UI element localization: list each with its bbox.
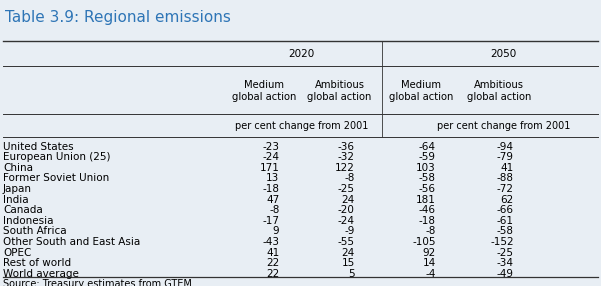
Text: Table 3.9: Regional emissions: Table 3.9: Regional emissions [5, 10, 231, 25]
Text: Ambitious
global action: Ambitious global action [466, 80, 531, 102]
Text: -55: -55 [338, 237, 355, 247]
Text: Medium
global action: Medium global action [232, 80, 297, 102]
Text: 13: 13 [266, 174, 279, 184]
Text: -25: -25 [497, 248, 514, 258]
Text: Ambitious
global action: Ambitious global action [307, 80, 372, 102]
Text: Medium
global action: Medium global action [388, 80, 453, 102]
Text: Other South and East Asia: Other South and East Asia [3, 237, 140, 247]
Text: -61: -61 [497, 216, 514, 226]
Text: per cent change from 2001: per cent change from 2001 [235, 121, 368, 131]
Text: Indonesia: Indonesia [3, 216, 53, 226]
Text: 92: 92 [423, 248, 436, 258]
Text: India: India [3, 195, 29, 205]
Text: 22: 22 [266, 258, 279, 268]
Text: Former Soviet Union: Former Soviet Union [3, 174, 109, 184]
Text: Japan: Japan [3, 184, 32, 194]
Text: -43: -43 [263, 237, 279, 247]
Text: 171: 171 [260, 163, 279, 173]
Text: -56: -56 [419, 184, 436, 194]
Text: Source: Treasury estimates from GTEM.: Source: Treasury estimates from GTEM. [3, 279, 195, 286]
Text: 2050: 2050 [490, 49, 517, 59]
Text: 122: 122 [335, 163, 355, 173]
Text: OPEC: OPEC [3, 248, 31, 258]
Text: European Union (25): European Union (25) [3, 152, 111, 162]
Text: -152: -152 [490, 237, 514, 247]
Text: -36: -36 [338, 142, 355, 152]
Text: South Africa: South Africa [3, 227, 67, 237]
Text: -24: -24 [338, 216, 355, 226]
Text: -88: -88 [497, 174, 514, 184]
Text: 62: 62 [501, 195, 514, 205]
Text: 5: 5 [348, 269, 355, 279]
Text: -49: -49 [497, 269, 514, 279]
Text: -34: -34 [497, 258, 514, 268]
Text: -17: -17 [263, 216, 279, 226]
Text: -59: -59 [419, 152, 436, 162]
Text: United States: United States [3, 142, 74, 152]
Text: Rest of world: Rest of world [3, 258, 71, 268]
Text: -105: -105 [412, 237, 436, 247]
Text: -9: -9 [344, 227, 355, 237]
Text: -32: -32 [338, 152, 355, 162]
Text: per cent change from 2001: per cent change from 2001 [437, 121, 570, 131]
Text: 181: 181 [416, 195, 436, 205]
Text: 41: 41 [501, 163, 514, 173]
Text: 22: 22 [266, 269, 279, 279]
Text: -8: -8 [426, 227, 436, 237]
Text: Canada: Canada [3, 205, 43, 215]
Text: 14: 14 [423, 258, 436, 268]
Text: 47: 47 [266, 195, 279, 205]
Text: -25: -25 [338, 184, 355, 194]
Text: -72: -72 [497, 184, 514, 194]
Text: -20: -20 [338, 205, 355, 215]
Text: 103: 103 [416, 163, 436, 173]
Text: 2020: 2020 [288, 49, 315, 59]
Text: -79: -79 [497, 152, 514, 162]
Text: -8: -8 [269, 205, 279, 215]
Text: -58: -58 [497, 227, 514, 237]
Text: -8: -8 [344, 174, 355, 184]
Text: -23: -23 [263, 142, 279, 152]
Text: -58: -58 [419, 174, 436, 184]
Text: 9: 9 [273, 227, 279, 237]
Text: 15: 15 [341, 258, 355, 268]
Text: 41: 41 [266, 248, 279, 258]
Text: 24: 24 [341, 195, 355, 205]
Text: -24: -24 [263, 152, 279, 162]
Text: -18: -18 [263, 184, 279, 194]
Text: 24: 24 [341, 248, 355, 258]
Text: -18: -18 [419, 216, 436, 226]
Text: -94: -94 [497, 142, 514, 152]
Text: -64: -64 [419, 142, 436, 152]
Text: China: China [3, 163, 33, 173]
Text: World average: World average [3, 269, 79, 279]
Text: -4: -4 [426, 269, 436, 279]
Text: -46: -46 [419, 205, 436, 215]
Text: -66: -66 [497, 205, 514, 215]
